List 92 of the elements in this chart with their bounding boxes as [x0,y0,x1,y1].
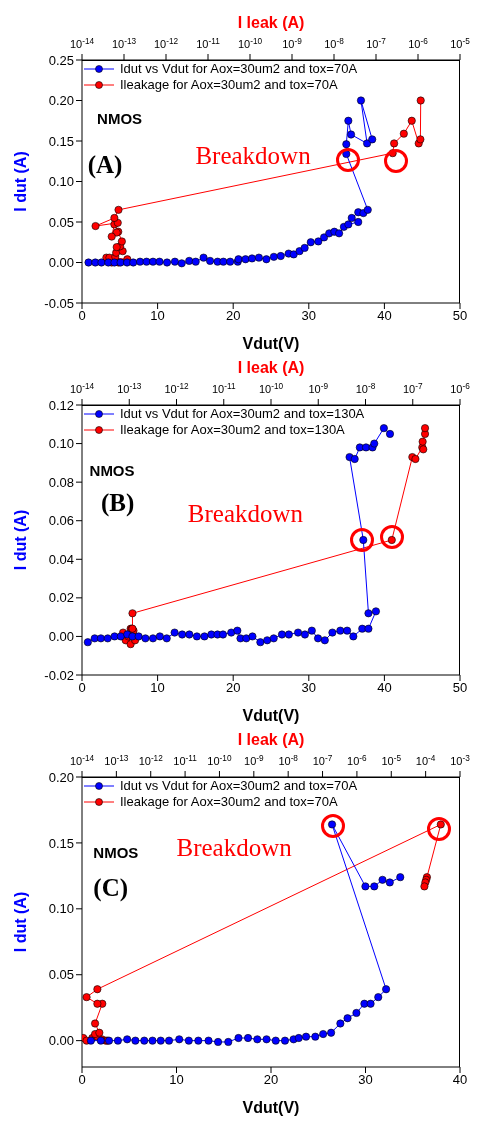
x-tick-label: 10 [150,308,165,324]
x2-tick-label: 10$^{-13}$ [111,36,137,50]
x2-tick-label: 10$^{-11}$ [173,753,198,767]
x2-tick-label: 10$^{-9}$ [282,36,303,50]
annotation: (B) [100,488,135,516]
x-tick-label: 0 [78,1072,86,1088]
y-tick-label: 0.00 [48,255,74,271]
x2-tick-label: 10$^{-9}$ [308,381,329,395]
annotation: Breakdown [187,499,304,527]
x2-tick-label: 10$^{-3}$ [450,753,471,767]
annotation: (A) [87,150,123,178]
x-tick-label: 10 [169,1072,184,1088]
x2-tick-label: 10$^{-4}$ [415,753,436,767]
x-tick-label: 50 [452,680,468,696]
x2-tick-label: 10$^{-6}$ [408,36,429,50]
annotation: Breakdown [176,833,292,861]
legend-label: Ileakage for Aox=30um2 and tox=70A [120,794,338,810]
annotation: NMOS [89,461,135,479]
y-tick-label: 0.06 [48,513,74,529]
x-tick-label: 40 [377,308,392,324]
annotation: (C) [93,873,129,901]
x2-tick-label: 10$^{-5}$ [381,753,402,767]
legend-label: Ileakage for Aox=30um2 and tox=130A [120,422,345,438]
y-tick-label: 0.08 [48,474,74,490]
x2-tick-label: 10$^{-12}$ [138,753,164,767]
x-tick-label: 30 [301,680,317,696]
x2-tick-label: 10$^{-12}$ [153,36,179,50]
y-tick-label: -0.02 [44,667,74,683]
legend-label: Idut vs Vdut for Aox=30um2 and tox=70A [120,778,358,794]
x2-tick-label: 10$^{-7}$ [366,36,387,50]
y-axis-title: I dut (A) [11,509,29,571]
y-tick-label: -0.05 [44,295,74,311]
y-axis-title: I dut (A) [11,151,29,212]
y-tick-label: 0.04 [48,551,74,567]
x2-tick-label: 10$^{-10}$ [258,381,284,395]
x-tick-label: 0 [78,680,86,696]
x2-axis-title: I leak (A) [237,14,305,31]
y-tick-label: 0.05 [48,967,74,983]
x-tick-label: 0 [78,308,86,324]
legend-label: Idut vs Vdut for Aox=30um2 and tox=70A [120,61,358,77]
y-tick-label: 0.15 [48,133,74,149]
legend-label: Ileakage for Aox=30um2 and tox=70A [120,77,338,93]
x2-tick-label: 10$^{-7}$ [312,753,333,767]
y-axis-title: I dut (A) [11,891,29,953]
annotation: NMOS [97,109,143,127]
y-tick-label: 0.00 [48,1033,74,1049]
annotation: NMOS [93,843,139,861]
x-axis-title: Vdut(V) [242,335,300,352]
x-tick-label: 30 [358,1072,373,1088]
x-tick-label: 30 [301,308,317,324]
x2-tick-label: 10$^{-10}$ [207,753,232,767]
x2-tick-label: 10$^{-8}$ [278,753,299,767]
x2-tick-label: 10$^{-11}$ [211,381,236,395]
x2-tick-label: 10$^{-13}$ [117,381,142,395]
x2-axis-title: I leak (A) [237,359,305,376]
y-tick-label: 0.05 [48,214,74,230]
x2-tick-label: 10$^{-14}$ [69,381,95,395]
y-tick-label: 0.10 [48,901,74,917]
y-tick-label: 0.20 [48,93,74,109]
x-tick-label: 40 [452,1072,468,1088]
x2-tick-label: 10$^{-5}$ [450,36,471,50]
x2-tick-label: 10$^{-11}$ [196,36,221,50]
x2-tick-label: 10$^{-13}$ [104,753,129,767]
y-tick-label: 0.20 [48,769,74,785]
x2-axis-title: I leak (A) [237,731,305,748]
y-tick-label: 0.12 [48,397,74,413]
x2-tick-label: 10$^{-8}$ [355,381,376,395]
y-tick-label: 0.02 [48,590,74,606]
y-tick-label: 0.10 [48,174,74,190]
x2-tick-label: 10$^{-6}$ [450,381,471,395]
x-tick-label: 40 [377,680,392,696]
x2-tick-label: 10$^{-7}$ [402,381,423,395]
x-tick-label: 10 [150,680,165,696]
x2-tick-label: 10$^{-14}$ [69,753,95,767]
x2-tick-label: 10$^{-12}$ [164,381,189,395]
y-tick-label: 0.00 [48,629,74,645]
x2-tick-label: 10$^{-14}$ [69,36,95,50]
legend-label: Idut vs Vdut for Aox=30um2 and tox=130A [120,406,365,422]
x-tick-label: 20 [263,1072,279,1088]
x2-tick-label: 10$^{-10}$ [237,36,263,50]
x-tick-label: 20 [225,308,241,324]
annotation: Breakdown [195,141,311,169]
x2-tick-label: 10$^{-6}$ [347,753,368,767]
x2-tick-label: 10$^{-9}$ [244,753,265,767]
x-axis-title: Vdut(V) [242,1099,300,1116]
x2-tick-label: 10$^{-8}$ [324,36,345,50]
y-tick-label: 0.15 [48,835,74,851]
x-axis-title: Vdut(V) [242,707,300,724]
x-tick-label: 50 [452,308,468,324]
y-tick-label: 0.25 [48,52,74,68]
x-tick-label: 20 [225,680,241,696]
y-tick-label: 0.10 [48,436,74,452]
